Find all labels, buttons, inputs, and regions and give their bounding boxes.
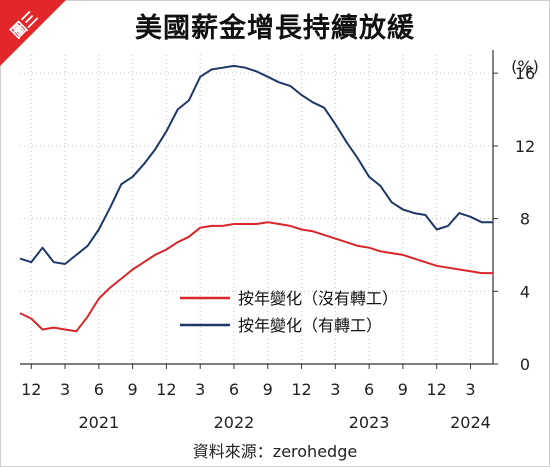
x-tick-label: 9 (398, 380, 408, 399)
x-tick-label: 9 (263, 380, 273, 399)
series-line-1 (19, 221, 493, 333)
series-line-2 (19, 64, 493, 265)
axes: 0 4 8 12 16(%) 12 3 6 9 12 3 6 9 12 3 6 9 12 3 2021 2022 2023… (20, 50, 539, 432)
y-tick-label: 16 (515, 64, 535, 83)
x-tick-label: 3 (330, 380, 340, 399)
x-tick-label: 6 (229, 380, 239, 399)
figure-badge (0, 0, 66, 66)
x-tick-label: 3 (195, 380, 205, 399)
x-tick-label: 6 (364, 380, 374, 399)
y-unit-label: (%) (511, 57, 539, 76)
year-label: 2021 (78, 413, 119, 432)
x-tick-label: 12 (156, 380, 176, 399)
legend-label-2: 按年變化（有轉工） (238, 316, 382, 335)
source-note: 資料來源：zerohedge (192, 442, 358, 461)
chart-title: 美國薪金增長持續放緩 (135, 13, 415, 44)
year-label: 2023 (349, 413, 390, 432)
year-label: 2022 (214, 413, 255, 432)
y-tick-label: 4 (520, 282, 530, 301)
x-tick-label: 12 (21, 380, 41, 399)
legend-label-1: 按年變化（沒有轉工） (238, 289, 398, 308)
year-label: 2024 (450, 413, 491, 432)
x-tick-label: 12 (427, 380, 447, 399)
x-tick-label: 12 (291, 380, 311, 399)
x-tick-label: 9 (128, 380, 138, 399)
series-lines (19, 64, 493, 333)
x-tick-label: 3 (60, 380, 70, 399)
y-tick-label: 0 (520, 355, 530, 374)
y-tick-label: 8 (520, 210, 530, 229)
y-tick-label: 12 (515, 137, 535, 156)
x-tick-label: 3 (465, 380, 475, 399)
legend: 按年變化（沒有轉工） 按年變化（有轉工） (180, 289, 398, 335)
x-tick-label: 6 (94, 380, 104, 399)
